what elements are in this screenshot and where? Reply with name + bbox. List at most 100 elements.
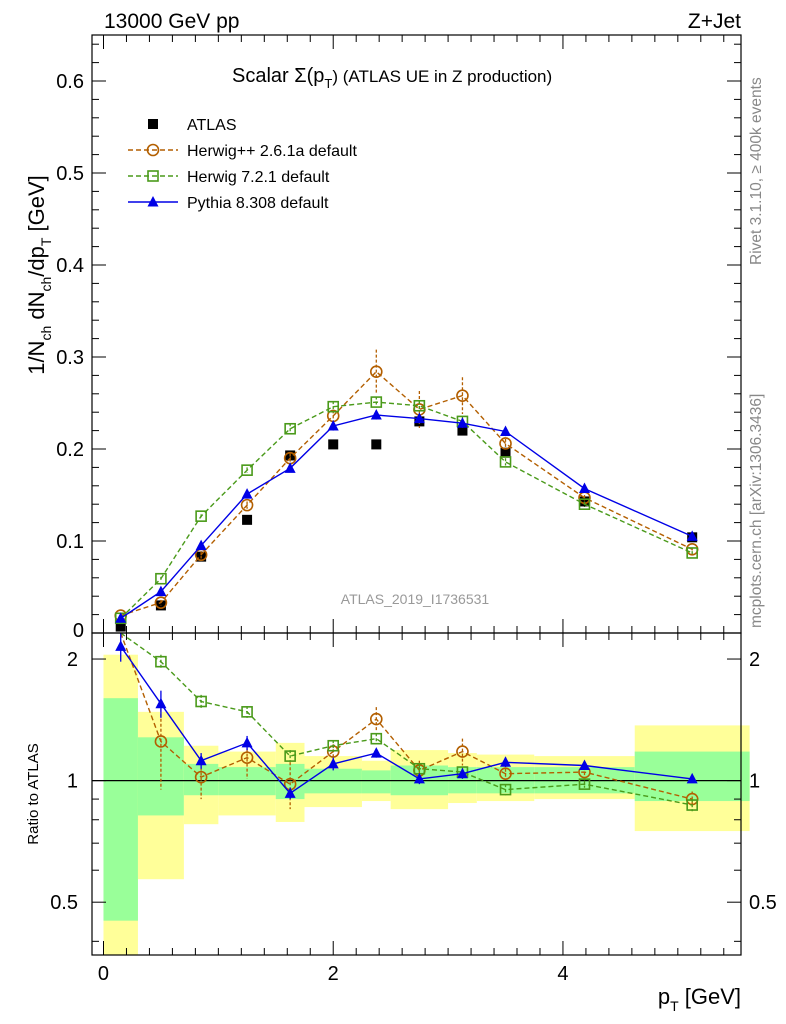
pythia-line (120, 645, 693, 795)
herwig7-point (327, 739, 340, 752)
header-left: 13000 GeV pp (104, 10, 239, 33)
herwig7-point (370, 396, 383, 408)
herwig7-point (686, 547, 698, 559)
herwigpp-point (369, 365, 383, 379)
legend-marker-pythia (147, 196, 159, 207)
herwig7-point (327, 400, 340, 413)
legend-marker-herwigpp (146, 143, 160, 157)
pythia-point (155, 585, 167, 597)
main-y-tick-label: 0.3 (56, 347, 84, 369)
herwig7-point (499, 456, 512, 468)
herwigpp-line (120, 632, 693, 800)
x-tick-label: 2 (328, 963, 339, 985)
pythia-point (370, 408, 382, 420)
ratio-y-tick-label-right: 2 (749, 649, 760, 671)
x-tick-label: 4 (557, 963, 568, 985)
legend-marker-atlas (148, 119, 158, 129)
atlas-point (242, 514, 253, 525)
herwig7-point (155, 655, 167, 668)
main-panel: 0.1 0.2 0.3 0.4 0.5 0.6 0 Scalar Σ(pT) (ATLAS … (24, 34, 742, 642)
ratio-y-tick-label: 2 (67, 649, 78, 671)
herwig7-point (195, 510, 207, 522)
pythia-point (115, 612, 127, 623)
main-y-zero-label: 0 (73, 620, 84, 642)
herwig7-point (499, 783, 512, 796)
pythia-point (327, 757, 339, 769)
atlas-point (457, 425, 468, 436)
herwigpp-point (456, 745, 469, 758)
herwigpp-point (369, 712, 383, 726)
herwig7-point (370, 732, 383, 745)
pythia-point (155, 697, 167, 709)
main-y-tick-label: 0.2 (56, 439, 84, 461)
pythia-point (241, 488, 253, 499)
legend-label-atlas: ATLAS (187, 117, 237, 134)
herwig7-point (686, 799, 698, 811)
ratio-y-axis-label: Ratio to ATLAS (25, 743, 42, 844)
herwig7-line (120, 401, 693, 619)
main-y-tick-label: 0.6 (56, 71, 84, 93)
main-y-axis-label: 1/Nch dNch/dpT [GeV] (24, 175, 54, 375)
legend-label-herwigpp: Herwig++ 2.6.1a default (187, 143, 357, 160)
legend-label-pythia: Pythia 8.308 default (187, 195, 329, 212)
herwig7-point (578, 778, 591, 790)
herwig7-point (195, 695, 207, 708)
herwigpp-line (120, 370, 693, 617)
uncertainty-band-inner (103, 698, 138, 921)
herwigpp-point (499, 767, 512, 781)
main-y-tick-label: 0.1 (56, 531, 84, 553)
atlas-point (500, 447, 511, 458)
herwig7-point (241, 706, 253, 718)
pythia-point (284, 787, 296, 798)
pythia-point (686, 772, 698, 784)
herwigpp-point (240, 498, 254, 512)
x-axis-label: pT [GeV] (658, 984, 741, 1014)
herwigpp-point (499, 437, 512, 450)
herwig7-point (241, 464, 253, 476)
ratio-y-tick-label-right: 0.5 (749, 892, 777, 914)
pythia-point (686, 530, 698, 541)
herwig7-point (413, 399, 426, 412)
legend-marker-herwig7 (147, 170, 159, 182)
atlas-point (371, 439, 382, 450)
pythia-point (327, 420, 339, 431)
pythia-point (456, 767, 468, 779)
main-y-tick-label: 0.4 (56, 255, 84, 277)
pythia-point (115, 640, 127, 651)
herwig7-point (284, 422, 296, 435)
atlas-point (115, 621, 126, 632)
pythia-point (413, 772, 425, 784)
legend-label-herwig7: Herwig 7.2.1 default (187, 169, 330, 186)
ratio-frame (91, 632, 742, 956)
pythia-point (578, 482, 590, 494)
pythia-point (195, 539, 207, 551)
herwig7-point (155, 572, 167, 585)
pythia-point (284, 462, 296, 473)
herwigpp-point (154, 735, 168, 748)
herwigpp-point (456, 389, 469, 402)
herwigpp-point (194, 770, 208, 784)
main-y-tick-label: 0.5 (56, 163, 84, 185)
analysis-watermark: ATLAS_2019_I1736531 (341, 591, 490, 607)
ratio-panel: 0 2 4 0.5 0.5 1 1 2 2 Ratio to ATLAS pT [GeV] (25, 632, 777, 1014)
rivet-label: Rivet 3.1.10, ≥ 400k events (748, 77, 765, 265)
x-tick-label: 0 (98, 963, 109, 985)
atlas-point (328, 439, 339, 450)
pythia-point (456, 417, 468, 428)
uncertainty-band-inner (361, 770, 391, 794)
herwig7-point (578, 498, 591, 511)
pythia-point (195, 754, 207, 766)
pythia-point (370, 747, 382, 758)
herwig7-line (120, 632, 693, 806)
pythia-point (578, 759, 590, 770)
herwigpp-point (240, 751, 254, 764)
header-right: Z+Jet (688, 10, 741, 33)
herwig7-point (284, 750, 296, 762)
ratio-y-tick-label-right: 1 (749, 771, 760, 793)
chart-title: Scalar Σ(pT) (ATLAS UE in Z production) (232, 65, 552, 91)
pythia-point (500, 425, 512, 437)
ratio-y-tick-label: 1 (67, 771, 78, 793)
ratio-y-tick-label: 0.5 (50, 892, 78, 914)
pythia-line (120, 414, 693, 619)
